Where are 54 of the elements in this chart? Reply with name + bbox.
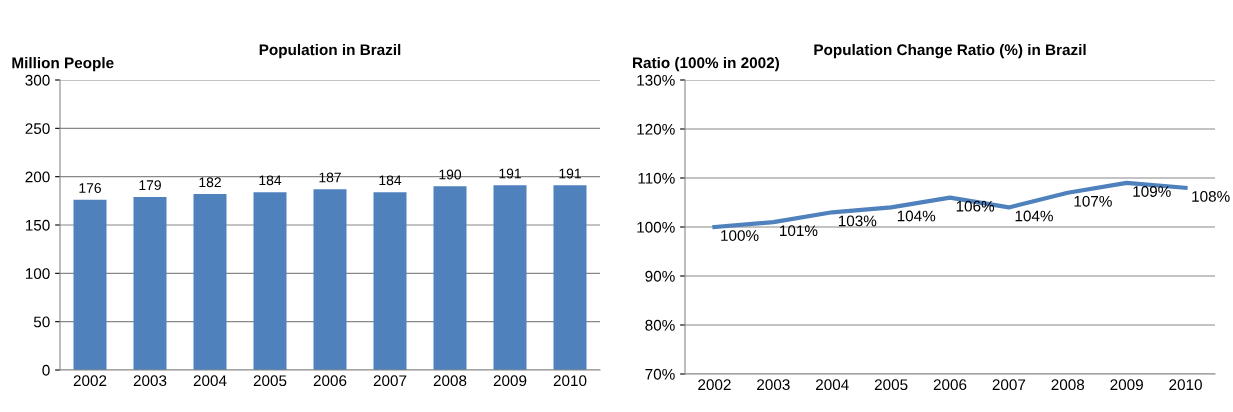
data-label: 176 xyxy=(79,183,101,193)
data-label: 103% xyxy=(838,215,877,227)
x-tick-label: 2004 xyxy=(816,379,849,391)
y-tick-label: 300 xyxy=(25,74,50,86)
data-label: 191 xyxy=(499,168,521,179)
x-tick-label: 2010 xyxy=(1169,379,1202,391)
y-axis-title: Million People xyxy=(12,57,114,72)
y-tick-label: 100% xyxy=(637,221,675,233)
x-tick-label: 2003 xyxy=(133,375,167,387)
y-tick-label: 120% xyxy=(637,123,675,135)
x-tick-label: 2006 xyxy=(313,375,347,387)
data-label: 107% xyxy=(1074,195,1112,207)
y-tick-label: 250 xyxy=(25,123,50,135)
x-tick-label: 2005 xyxy=(253,375,287,387)
x-tick-label: 2004 xyxy=(193,375,227,387)
data-label: 179 xyxy=(139,180,161,191)
x-tick-label: 2010 xyxy=(553,375,587,387)
chart-title: Population in Brazil xyxy=(259,43,401,59)
y-tick-label: 70% xyxy=(645,368,675,380)
x-tick-label: 2007 xyxy=(373,375,407,387)
data-label: 191 xyxy=(559,168,581,179)
y-tick-label: 50 xyxy=(33,316,50,328)
y-tick-label: 80% xyxy=(645,319,675,331)
y-tick-label: 100 xyxy=(25,268,50,280)
y-tick-label: 110% xyxy=(638,172,675,184)
y-tick-label: 0 xyxy=(42,364,50,376)
data-label: 190 xyxy=(439,169,462,180)
chart-title: Population Change Ratio (%) in Brazil xyxy=(814,43,1086,59)
x-tick-label: 2008 xyxy=(433,375,467,387)
y-tick-label: 150 xyxy=(25,219,50,231)
x-tick-label: 2008 xyxy=(1051,379,1085,391)
data-label: 184 xyxy=(379,175,402,186)
data-label: 101% xyxy=(780,225,818,237)
y-tick-label: 130% xyxy=(637,74,675,86)
data-label: 187 xyxy=(319,172,341,183)
y-tick-label: 90% xyxy=(645,270,675,282)
x-tick-label: 2002 xyxy=(73,375,107,387)
x-tick-label: 2002 xyxy=(698,379,731,391)
data-label: 109% xyxy=(1133,186,1171,197)
x-tick-label: 2007 xyxy=(992,379,1026,391)
x-tick-label: 2009 xyxy=(1110,379,1143,391)
y-tick-label: 200 xyxy=(25,171,50,183)
data-label: 182 xyxy=(199,177,221,188)
data-label: 104% xyxy=(1015,210,1053,222)
data-label: 100% xyxy=(721,230,759,241)
x-tick-label: 2009 xyxy=(493,375,527,387)
data-label: 184 xyxy=(259,175,282,186)
x-tick-label: 2003 xyxy=(757,379,790,391)
x-tick-label: 2006 xyxy=(933,379,967,391)
x-tick-label: 2005 xyxy=(874,379,908,391)
y-axis-title: Ratio (100% in 2002) xyxy=(633,56,779,72)
data-label: 106% xyxy=(956,200,995,212)
data-label: 108% xyxy=(1192,190,1230,202)
data-label: 104% xyxy=(897,210,936,222)
